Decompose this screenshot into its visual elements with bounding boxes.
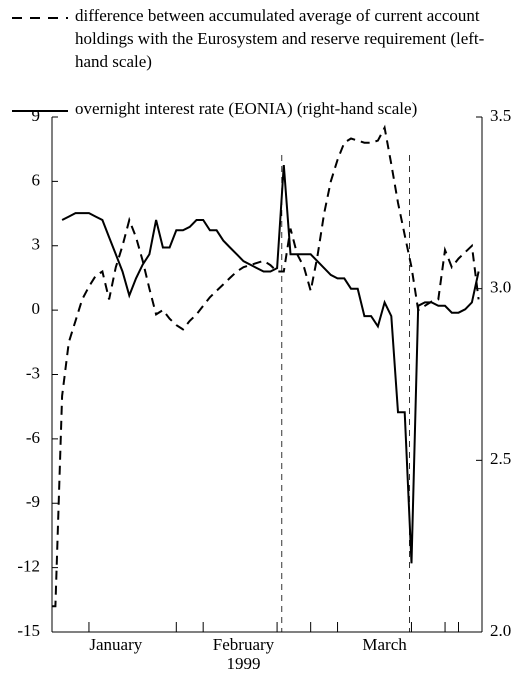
y-tick-label: 3 [32,235,41,254]
legend-swatch-dashed [12,17,68,19]
y2-tick-label: 2.5 [490,449,511,468]
x-axis-label: 1999 [226,654,260,673]
legend-label: difference between accumulated average o… [75,6,485,71]
y2-tick-label: 3.0 [490,278,511,297]
x-tick-label: March [362,635,407,654]
legend-swatch-solid [12,110,68,112]
legend-label: overnight interest rate (EONIA) (right-h… [75,99,418,118]
y-tick-label: -6 [26,428,40,447]
x-tick-label: February [213,635,275,654]
y-tick-label: -9 [26,492,40,511]
series-line [52,124,480,608]
series-line [61,165,480,564]
y-tick-label: 9 [32,106,41,125]
y-tick-label: -15 [17,621,40,640]
y2-tick-label: 2.0 [490,621,511,640]
y-tick-label: 0 [32,299,41,318]
x-tick-label: January [89,635,142,654]
y2-tick-label: 3.5 [490,106,511,125]
y-tick-label: 6 [32,170,41,189]
y-tick-label: -12 [17,557,40,576]
y-tick-label: -3 [26,363,40,382]
